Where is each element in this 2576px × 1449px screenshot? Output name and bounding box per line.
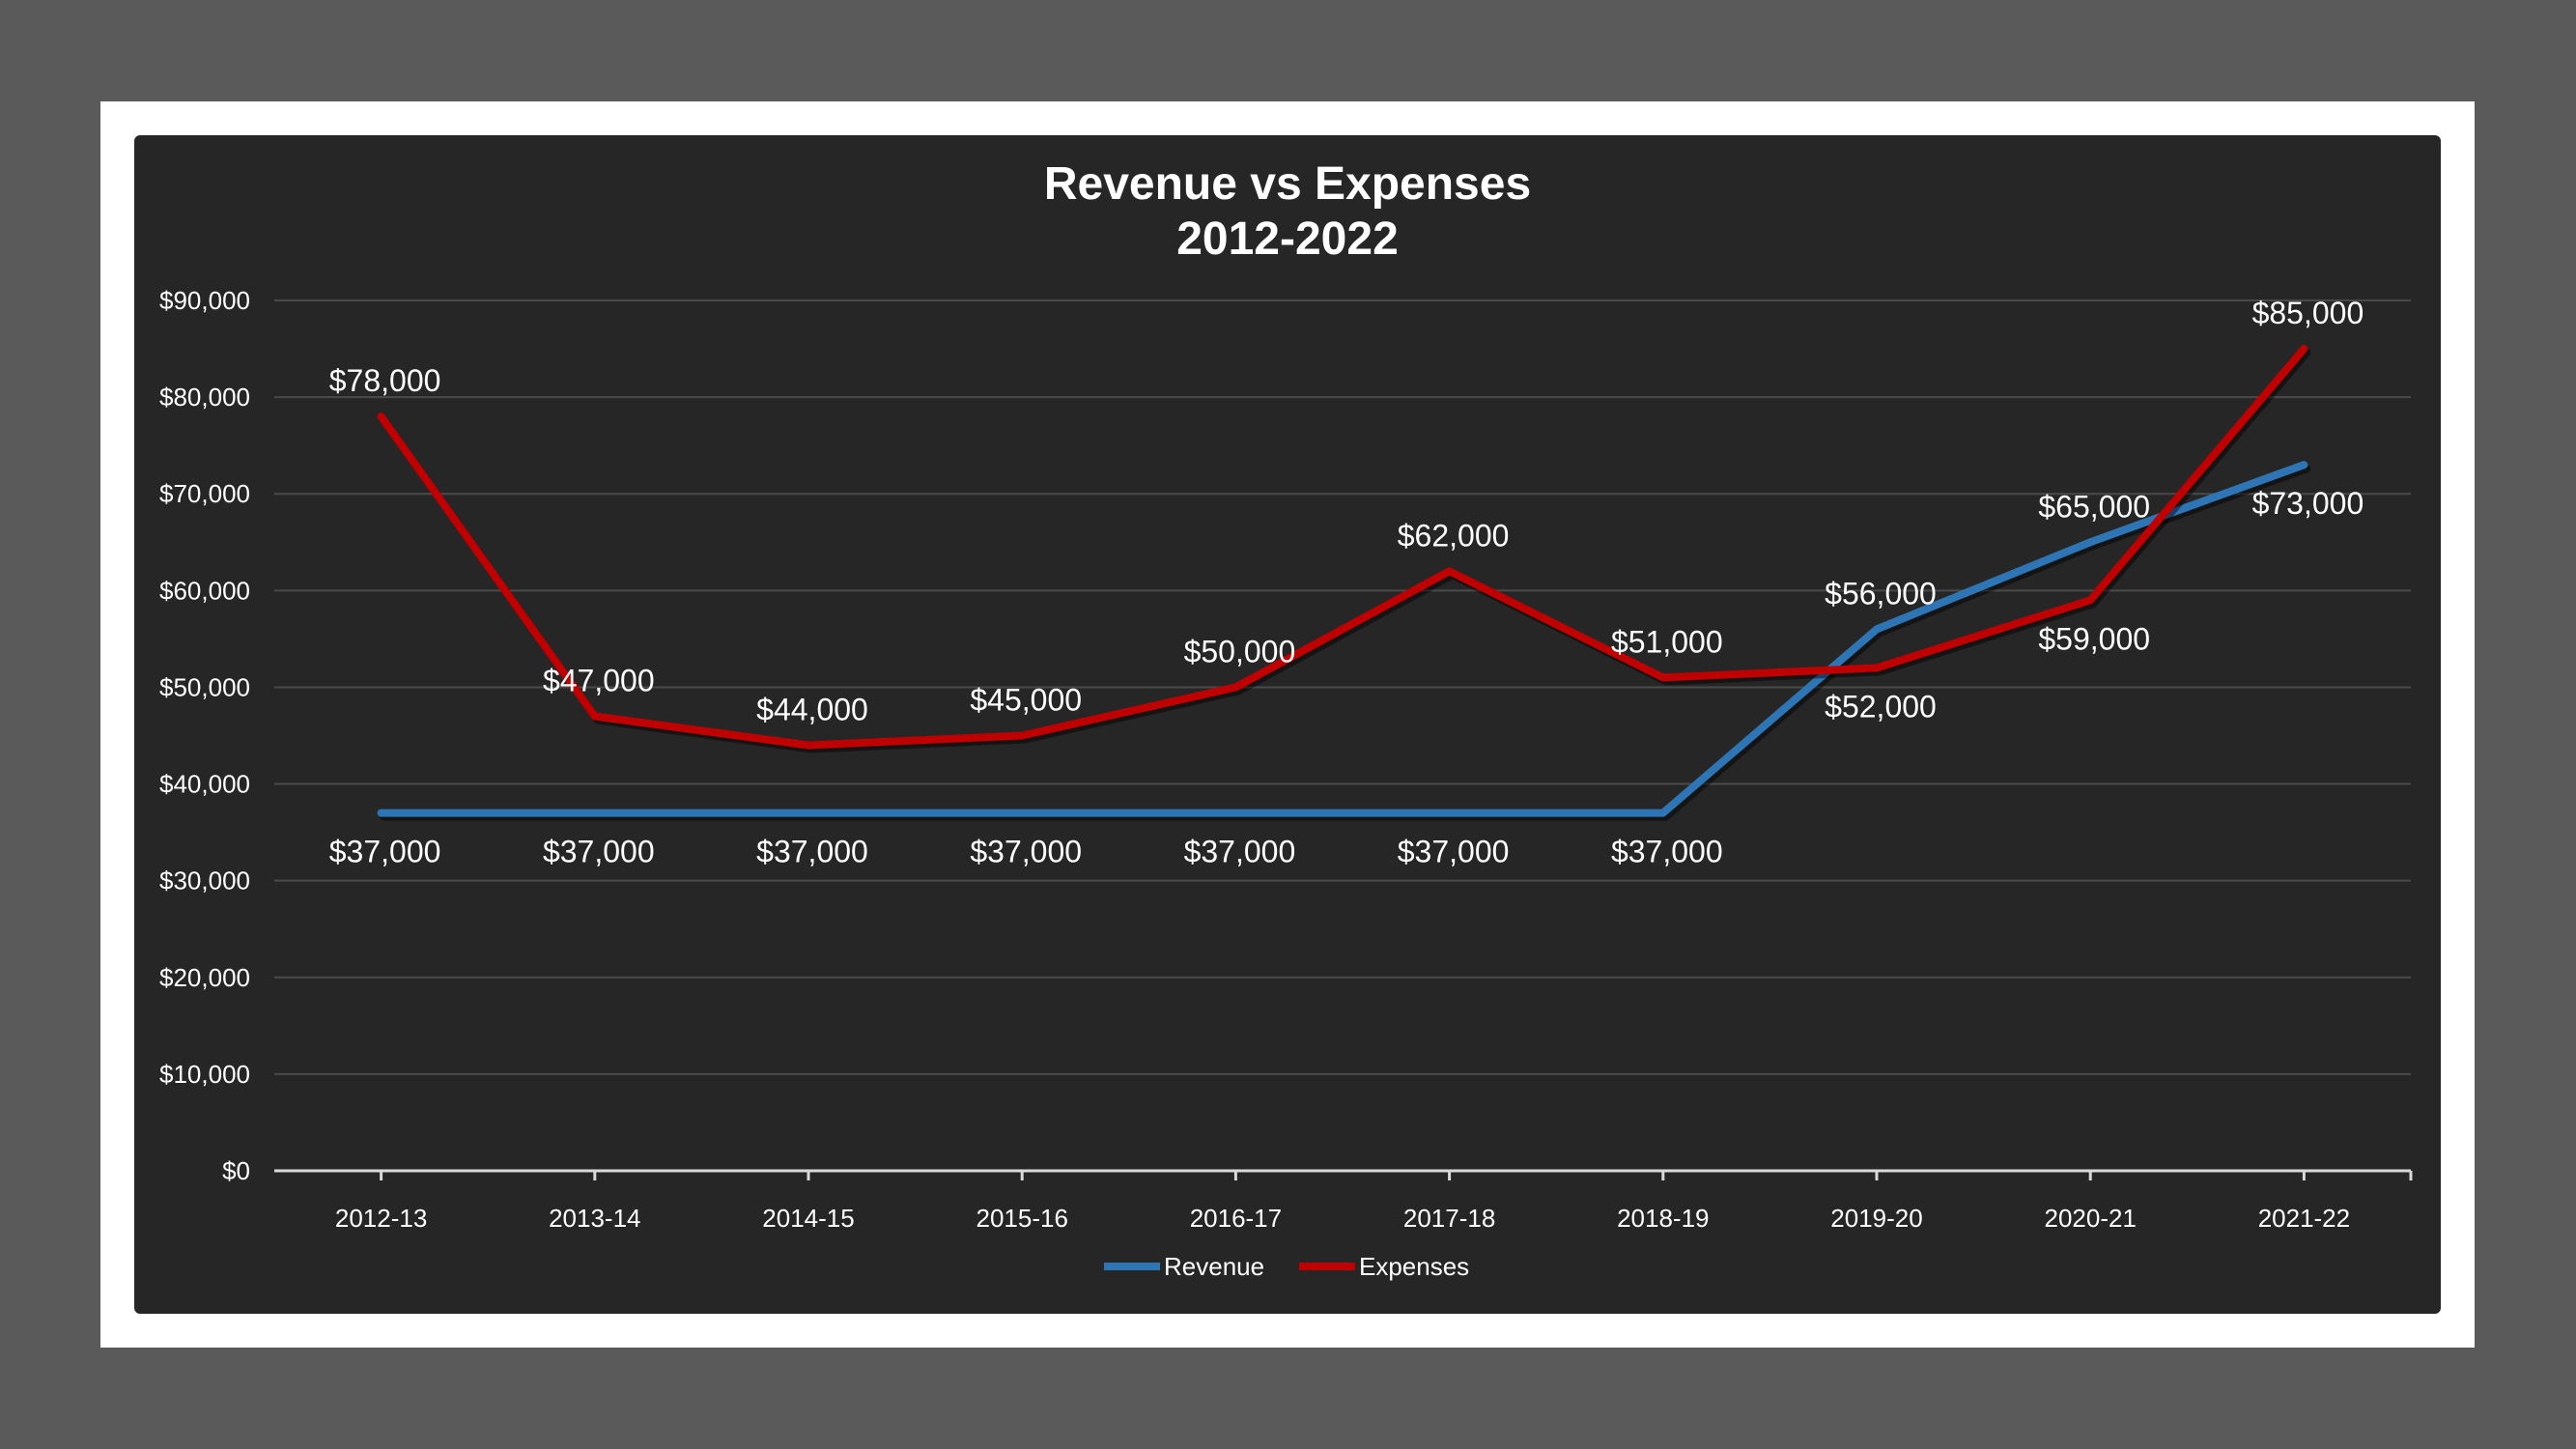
data-label-revenue: $65,000 — [2038, 489, 2150, 524]
data-point-revenue — [2303, 464, 2306, 467]
data-point-revenue — [1021, 811, 1024, 814]
chart-title-line-1: Revenue vs Expenses — [1044, 158, 1531, 210]
data-label-expenses: $44,000 — [756, 693, 868, 727]
data-label-revenue: $37,000 — [970, 835, 1082, 869]
y-tick-label: $40,000 — [159, 770, 250, 799]
data-label-revenue: $37,000 — [1398, 835, 1510, 869]
data-label-expenses: $45,000 — [970, 683, 1082, 718]
data-label-expenses: $62,000 — [1398, 518, 1510, 553]
x-tick-label: 2012-13 — [335, 1204, 427, 1233]
x-tick-label: 2021-22 — [2258, 1204, 2350, 1233]
line-chart: Revenue vs Expenses 2012-2022 $0 $10,000 $… — [159, 158, 2413, 1281]
legend-label-revenue: Revenue — [1164, 1252, 1264, 1281]
chart-title-line-2: 2012-2022 — [1176, 213, 1399, 265]
data-label-expenses: $51,000 — [1611, 624, 1723, 659]
y-tick-label: $30,000 — [159, 867, 250, 895]
data-point-revenue — [2089, 541, 2092, 544]
x-tick-label: 2017-18 — [1403, 1204, 1495, 1233]
data-point-revenue — [1661, 811, 1664, 814]
data-point-expenses — [807, 744, 809, 747]
y-tick-label: $20,000 — [159, 963, 250, 992]
data-point-expenses — [380, 415, 382, 418]
data-label-expenses: $59,000 — [2038, 621, 2150, 656]
data-label-revenue: $37,000 — [1184, 835, 1296, 869]
data-point-revenue — [1234, 811, 1237, 814]
series-line-revenue — [377, 461, 2308, 817]
y-tick-label: $50,000 — [159, 672, 250, 701]
series-line-shadow — [380, 349, 2311, 753]
x-tick-label: 2020-21 — [2044, 1204, 2136, 1233]
x-tick-label: 2014-15 — [762, 1204, 854, 1233]
data-point-revenue — [1448, 811, 1451, 814]
y-tick-label: $70,000 — [159, 479, 250, 508]
series-line-expenses — [377, 345, 2308, 750]
data-point-expenses — [1876, 667, 1878, 669]
data-label-revenue: $37,000 — [329, 835, 441, 869]
data-label-revenue: $56,000 — [1825, 576, 1937, 611]
y-tick-label: $60,000 — [159, 576, 250, 605]
data-point-expenses — [1021, 734, 1024, 737]
x-tick-label: 2018-19 — [1617, 1204, 1709, 1233]
data-point-expenses — [593, 715, 596, 718]
y-tick-label: $80,000 — [159, 383, 250, 412]
data-label-revenue: $37,000 — [756, 835, 868, 869]
data-point-expenses — [2303, 348, 2306, 351]
data-label-revenue: $37,000 — [543, 835, 655, 869]
chart-panel: Revenue vs Expenses 2012-2022 $0 $10,000 $… — [134, 135, 2441, 1314]
data-point-revenue — [1876, 628, 1878, 631]
data-point-expenses — [1661, 676, 1664, 679]
data-point-revenue — [380, 811, 382, 814]
data-label-expenses: $52,000 — [1825, 689, 1937, 724]
data-point-revenue — [807, 811, 809, 814]
data-label-expenses: $85,000 — [2252, 296, 2364, 330]
data-point-expenses — [1234, 686, 1237, 689]
data-point-expenses — [2089, 599, 2092, 602]
x-tick-label: 2016-17 — [1190, 1204, 1282, 1233]
x-tick-label: 2019-20 — [1830, 1204, 1922, 1233]
data-point-expenses — [1448, 570, 1451, 573]
data-label-revenue: $37,000 — [1611, 835, 1723, 869]
data-label-expenses: $50,000 — [1184, 634, 1296, 668]
legend-label-expenses: Expenses — [1359, 1252, 1469, 1281]
x-tick-label: 2015-16 — [976, 1204, 1067, 1233]
data-label-revenue: $73,000 — [2252, 486, 2364, 521]
series-line-shadow — [380, 465, 2311, 821]
data-label-expenses: $47,000 — [543, 663, 655, 697]
data-point-revenue — [593, 811, 596, 814]
data-label-expenses: $78,000 — [329, 363, 441, 398]
y-tick-label: $10,000 — [159, 1060, 250, 1089]
x-tick-label: 2013-14 — [549, 1204, 640, 1233]
y-tick-label: $0 — [222, 1156, 250, 1185]
y-tick-label: $90,000 — [159, 286, 250, 315]
